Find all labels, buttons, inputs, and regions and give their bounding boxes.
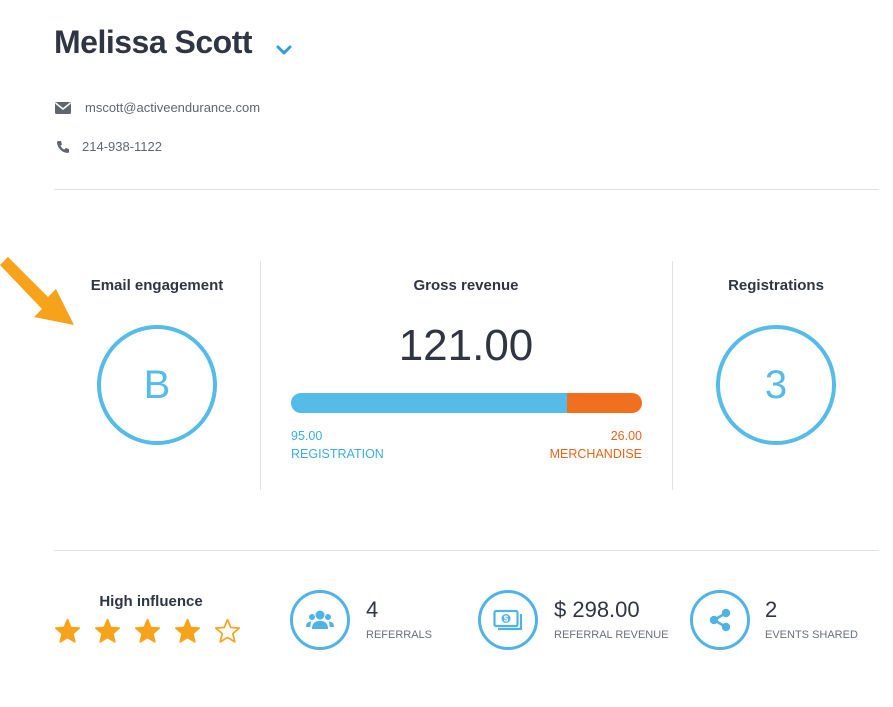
registration-label: REGISTRATION [291,447,384,461]
star-empty-icon [214,618,241,643]
svg-text:$: $ [504,615,509,624]
referrals-value: 4 [366,597,379,622]
registrations-count: 3 [716,325,836,445]
chevron-down-icon[interactable] [276,44,292,56]
merchandise-value: 26.00 [610,429,642,443]
revenue-breakdown-bar [291,393,642,413]
star-filled-icon [94,618,121,643]
phone-icon [57,141,69,153]
registrations-value: 3 [764,362,788,407]
share-icon [690,590,750,650]
referral-revenue-label: REFERRAL REVENUE [554,629,669,641]
events-shared-value: 2 [765,597,778,622]
grade-value: B [143,362,171,407]
envelope-icon [55,102,71,114]
star-filled-icon [174,618,201,643]
merchandise-label: MERCHANDISE [549,447,642,461]
column-divider [260,261,261,490]
events-shared-label: EVENTS SHARED [765,629,858,641]
referrals-label: REFERRALS [366,629,433,641]
email-engagement-grade: B [97,325,217,445]
registration-segment [291,393,567,413]
users-icon [290,590,350,650]
registrations-label: Registrations [728,277,824,294]
merchandise-segment [566,393,642,413]
registration-value: 95.00 [291,429,323,443]
annotation-arrow [0,257,74,325]
email-engagement-label: Email engagement [90,277,224,294]
divider [54,189,879,190]
column-divider [672,261,673,490]
money-icon: $ [478,590,538,650]
gross-revenue-total: 121.00 [398,321,534,370]
contact-name: Melissa Scott [54,24,253,60]
influence-label: High influence [99,593,203,610]
divider [54,550,879,551]
gross-revenue-label: Gross revenue [413,277,519,294]
referral-revenue-value: $ 298.00 [554,597,640,622]
star-filled-icon [134,618,161,643]
influence-rating [54,618,241,645]
star-filled-icon [54,618,81,643]
email-text[interactable]: mscott@activeendurance.com [85,100,261,115]
phone-text[interactable]: 214-938-1122 [82,139,162,154]
